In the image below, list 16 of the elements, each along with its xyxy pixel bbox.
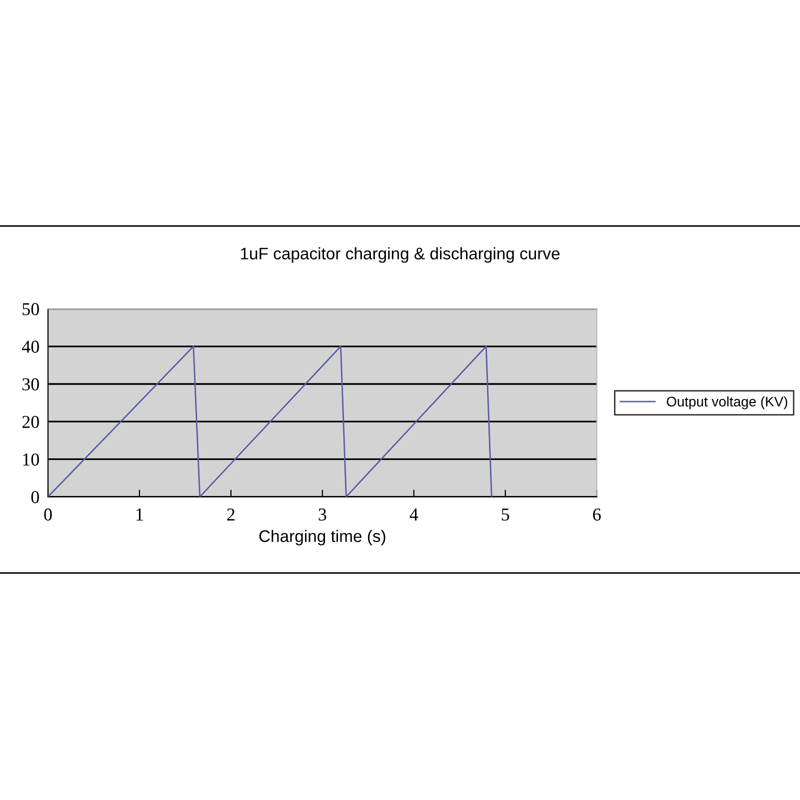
legend-label: Output voltage (KV): [666, 396, 788, 410]
y-tick-label: 0: [31, 491, 39, 504]
x-tick-label: 6: [593, 508, 601, 521]
x-axis-title: Charging time (s): [259, 530, 386, 546]
chart-title: 1uF capacitor charging & discharging curve: [241, 247, 560, 263]
x-tick-label: 3: [318, 508, 326, 521]
y-tick-label: 20: [22, 416, 39, 428]
y-tick-label: 40: [22, 340, 39, 353]
x-tick-label: 5: [502, 508, 510, 521]
x-tick-label: 1: [136, 508, 143, 520]
x-tick-label: 2: [227, 508, 234, 520]
y-tick-label: 50: [22, 303, 39, 316]
x-tick-label: 0: [44, 508, 52, 521]
y-tick-label: 10: [23, 453, 39, 466]
x-tick-label: 4: [410, 508, 418, 520]
y-tick-label: 30: [22, 378, 39, 390]
